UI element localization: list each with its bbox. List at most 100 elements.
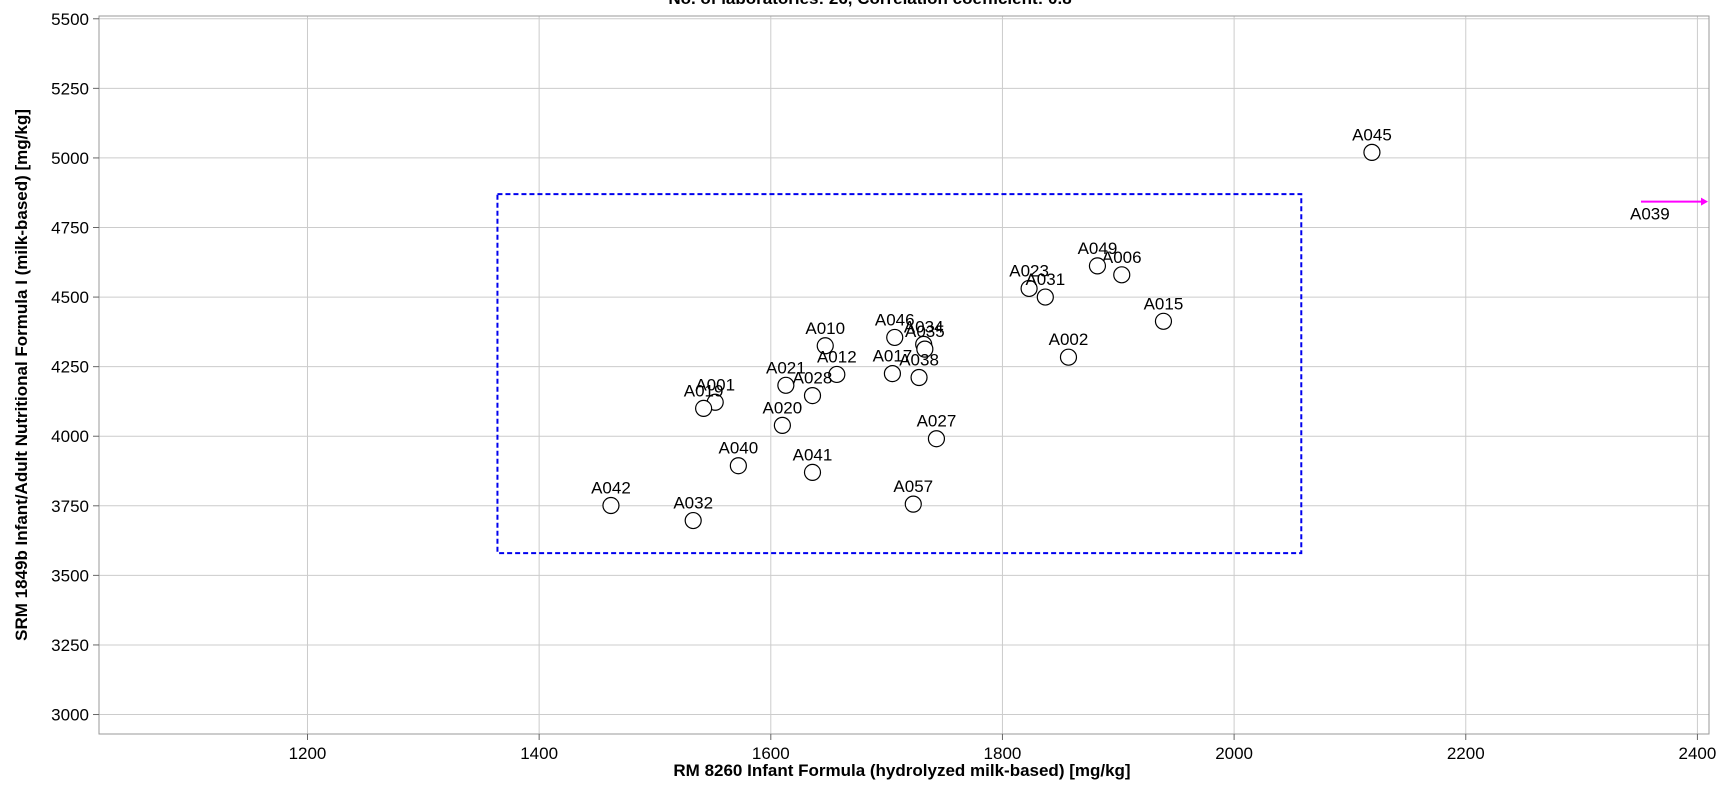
data-point-a020: A020 — [763, 398, 803, 434]
data-point-a042: A042 — [591, 479, 631, 515]
point-marker — [1036, 288, 1054, 306]
y-axis-ticks: 3000 3250 3500 3750 4000 4250 4500 4750 5000 5250… — [51, 10, 99, 725]
point-label: A040 — [719, 439, 759, 458]
point-label: A019 — [684, 381, 724, 400]
point-label: A010 — [805, 319, 845, 338]
point-label: A039 — [1630, 205, 1670, 224]
y-tick-label: 4000 — [51, 427, 89, 446]
x-tick-label: 2400 — [1679, 744, 1717, 763]
point-label: A045 — [1352, 125, 1392, 144]
point-marker — [684, 511, 702, 530]
point-marker — [904, 495, 922, 513]
x-tick-label: 2000 — [1215, 744, 1253, 763]
point-label: A057 — [893, 477, 933, 496]
point-label: A049 — [1078, 239, 1118, 258]
data-point-a019: A019 — [684, 381, 724, 417]
point-label: A021 — [766, 358, 806, 377]
x-tick-label: 1600 — [752, 744, 790, 763]
point-marker — [927, 430, 946, 448]
data-point-a021: A021 — [766, 358, 806, 394]
grid — [99, 16, 1709, 734]
x-axis-ticks: 1200 1400 1600 1800 2000 2200 2400 — [289, 734, 1717, 763]
y-tick-label: 3500 — [51, 566, 89, 585]
data-point-a031: A031 — [1025, 270, 1065, 306]
data-point-a006: A006 — [1102, 248, 1142, 284]
y-tick-label: 5000 — [51, 149, 89, 168]
point-marker — [916, 340, 934, 358]
point-label: A001 — [695, 375, 735, 394]
y-tick-label: 3250 — [51, 636, 89, 655]
data-point-a041: A041 — [793, 445, 833, 482]
x-tick-label: 2200 — [1447, 744, 1485, 763]
data-point-a010: A010 — [805, 319, 845, 355]
point-label: A020 — [763, 398, 803, 417]
point-marker — [910, 368, 928, 387]
y-tick-label: 4500 — [51, 288, 89, 307]
point-label: A035 — [905, 322, 945, 341]
point-label: A006 — [1102, 248, 1142, 267]
x-tick-label: 1400 — [520, 744, 558, 763]
point-marker — [803, 386, 822, 405]
point-marker — [1088, 257, 1107, 275]
data-point-a038: A038 — [899, 351, 939, 387]
point-label: A038 — [899, 351, 939, 370]
point-marker — [886, 328, 904, 347]
point-marker — [803, 463, 822, 482]
arrow-head-icon — [1701, 197, 1708, 206]
data-point-a045: A045 — [1352, 125, 1392, 161]
data-point-a017: A017 — [873, 347, 912, 383]
point-marker — [1020, 279, 1038, 298]
point-marker — [816, 337, 834, 355]
chart-title: No. of laboratories: 26, Correlation coe… — [668, 0, 1071, 8]
y-tick-label: 4750 — [51, 219, 89, 238]
point-marker — [773, 416, 791, 434]
point-label: A042 — [591, 479, 631, 498]
point-marker — [777, 376, 795, 394]
point-marker — [1154, 312, 1173, 330]
point-label: A031 — [1025, 270, 1065, 289]
data-point-a049: A049 — [1078, 239, 1118, 275]
point-marker — [883, 365, 902, 383]
data-points: A001 A002 A006 A010 A012 A015 A017 A019 A020 A021… — [591, 125, 1392, 530]
point-label: A041 — [793, 445, 833, 464]
data-point-a032: A032 — [673, 494, 713, 530]
point-label: A002 — [1049, 330, 1089, 349]
point-marker — [602, 496, 620, 515]
point-label: A046 — [875, 310, 915, 329]
y-axis-title: SRM 1849b Infant/Adult Nutritional Formu… — [12, 109, 31, 641]
point-label: A015 — [1144, 294, 1184, 313]
point-label: A023 — [1009, 261, 1049, 280]
data-point-a057: A057 — [893, 477, 933, 513]
point-marker — [1363, 143, 1381, 161]
y-tick-label: 4250 — [51, 358, 89, 377]
x-tick-label: 1800 — [984, 744, 1022, 763]
point-label: A012 — [817, 347, 857, 366]
consensus-box — [496, 193, 1303, 555]
off-scale-points: A039 — [1630, 197, 1708, 224]
x-tick-label: 1200 — [289, 744, 327, 763]
y-tick-label: 5500 — [51, 10, 89, 29]
point-label: A032 — [673, 494, 713, 513]
point-marker — [729, 457, 747, 475]
point-label: A034 — [904, 317, 944, 336]
y-tick-label: 3000 — [51, 706, 89, 725]
data-point-a027: A027 — [917, 412, 957, 448]
data-point-a023: A023 — [1009, 261, 1049, 298]
x-axis-title: RM 8260 Infant Formula (hydrolyzed milk-… — [673, 761, 1130, 780]
off-scale-point-a039: A039 — [1630, 197, 1708, 224]
point-label: A028 — [793, 369, 833, 388]
point-marker — [1059, 348, 1078, 366]
data-point-a028: A028 — [793, 369, 833, 405]
point-marker — [828, 365, 846, 384]
y-tick-label: 3750 — [51, 497, 89, 516]
y-tick-label: 5250 — [51, 79, 89, 98]
data-point-a002: A002 — [1049, 330, 1089, 366]
data-point-a046: A046 — [875, 310, 915, 347]
data-point-a040: A040 — [719, 439, 759, 475]
point-marker — [1113, 266, 1131, 284]
data-point-a012: A012 — [817, 347, 857, 384]
point-marker — [695, 399, 713, 417]
data-point-a001: A001 — [695, 375, 735, 411]
point-label: A027 — [917, 412, 957, 431]
